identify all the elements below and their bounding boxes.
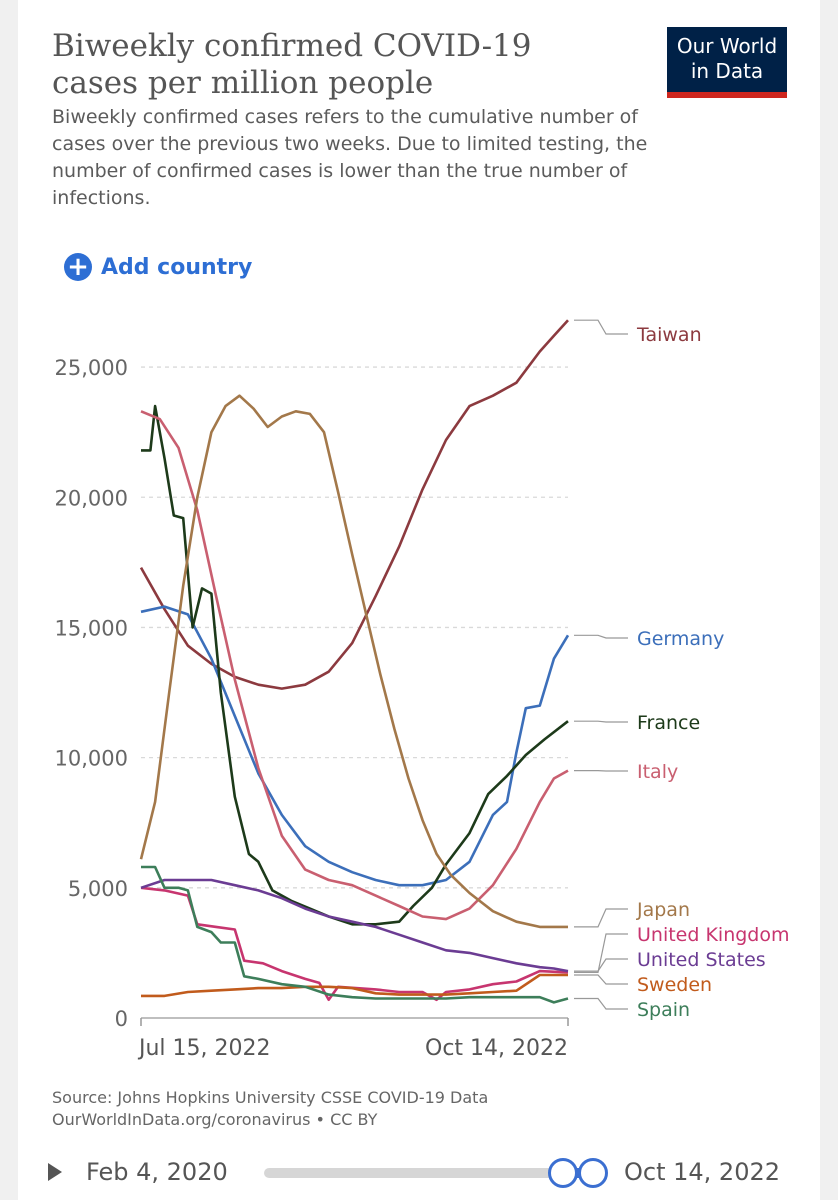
legend-label-taiwan[interactable]: Taiwan	[636, 324, 702, 346]
leader-line	[574, 974, 628, 985]
leader-line	[574, 319, 628, 335]
timeline-end-label: Oct 14, 2022	[624, 1158, 780, 1186]
plus-circle-icon: +	[64, 253, 92, 281]
timeline-track[interactable]	[264, 1168, 594, 1178]
legend-label-sweden[interactable]: Sweden	[637, 974, 712, 996]
legend-label-france[interactable]: France	[637, 712, 700, 734]
leader-line	[574, 634, 628, 639]
y-tick-label: 15,000	[55, 616, 128, 640]
left-frame	[0, 0, 18, 1200]
series-line-france	[141, 404, 569, 926]
x-tick-label-end: Oct 14, 2022	[425, 1036, 568, 1061]
leader-line	[574, 958, 628, 972]
play-icon[interactable]	[48, 1163, 62, 1181]
series-line-japan	[139, 394, 568, 929]
line-chart: 0 5,000 10,000 15,000 20,000 25,000 Jul 15, 20…	[55, 319, 790, 1061]
source-note: Source: Johns Hopkins University CSSE CO…	[52, 1087, 752, 1131]
timeline-start-handle[interactable]	[548, 1158, 578, 1188]
timeline: Feb 4, 2020 Oct 14, 2022	[0, 1148, 838, 1200]
chart-subtitle: Biweekly confirmed cases refers to the c…	[52, 106, 648, 209]
add-country-label: Add country	[101, 254, 253, 280]
add-country-button[interactable]: + Add country	[64, 252, 252, 282]
right-frame	[820, 0, 838, 1200]
leader-line	[574, 933, 628, 973]
legend-label-italy[interactable]: Italy	[637, 761, 678, 783]
source-line-1: Source: Johns Hopkins University CSSE CO…	[52, 1088, 489, 1107]
series-line-italy	[140, 410, 569, 921]
series-line-sweden	[141, 973, 568, 998]
y-tick-label: 20,000	[55, 486, 128, 510]
series-line-united-states	[140, 878, 569, 973]
logo-line-1: Our World	[676, 34, 778, 58]
y-tick-label: 0	[115, 1007, 128, 1031]
source-line-2[interactable]: OurWorldInData.org/coronavirus • CC BY	[52, 1110, 378, 1129]
x-tick-label-start: Jul 15, 2022	[137, 1036, 271, 1061]
timeline-end-handle[interactable]	[578, 1158, 608, 1188]
y-tick-label: 25,000	[55, 356, 128, 380]
leader-line	[574, 997, 628, 1010]
legend-label-spain[interactable]: Spain	[637, 999, 690, 1021]
series-line-united-kingdom	[140, 886, 569, 1002]
legend-label-united-states[interactable]: United States	[637, 949, 766, 971]
legend-label-germany[interactable]: Germany	[637, 628, 724, 650]
leader-line	[574, 720, 628, 723]
leader-line	[574, 908, 628, 928]
owid-logo[interactable]: Our World in Data	[667, 27, 787, 98]
y-tick-label: 10,000	[55, 747, 128, 771]
logo-line-2: in Data	[690, 59, 764, 83]
legend-label-japan[interactable]: Japan	[636, 899, 690, 921]
series-line-spain	[141, 865, 569, 1004]
y-tick-label: 5,000	[68, 877, 128, 901]
chart-title: Biweekly confirmed COVID-19 cases per mi…	[52, 28, 532, 101]
legend-label-united-kingdom[interactable]: United Kingdom	[637, 924, 790, 946]
series-line-taiwan	[139, 319, 569, 690]
series-line-germany	[140, 605, 570, 887]
timeline-start-label: Feb 4, 2020	[86, 1158, 228, 1186]
